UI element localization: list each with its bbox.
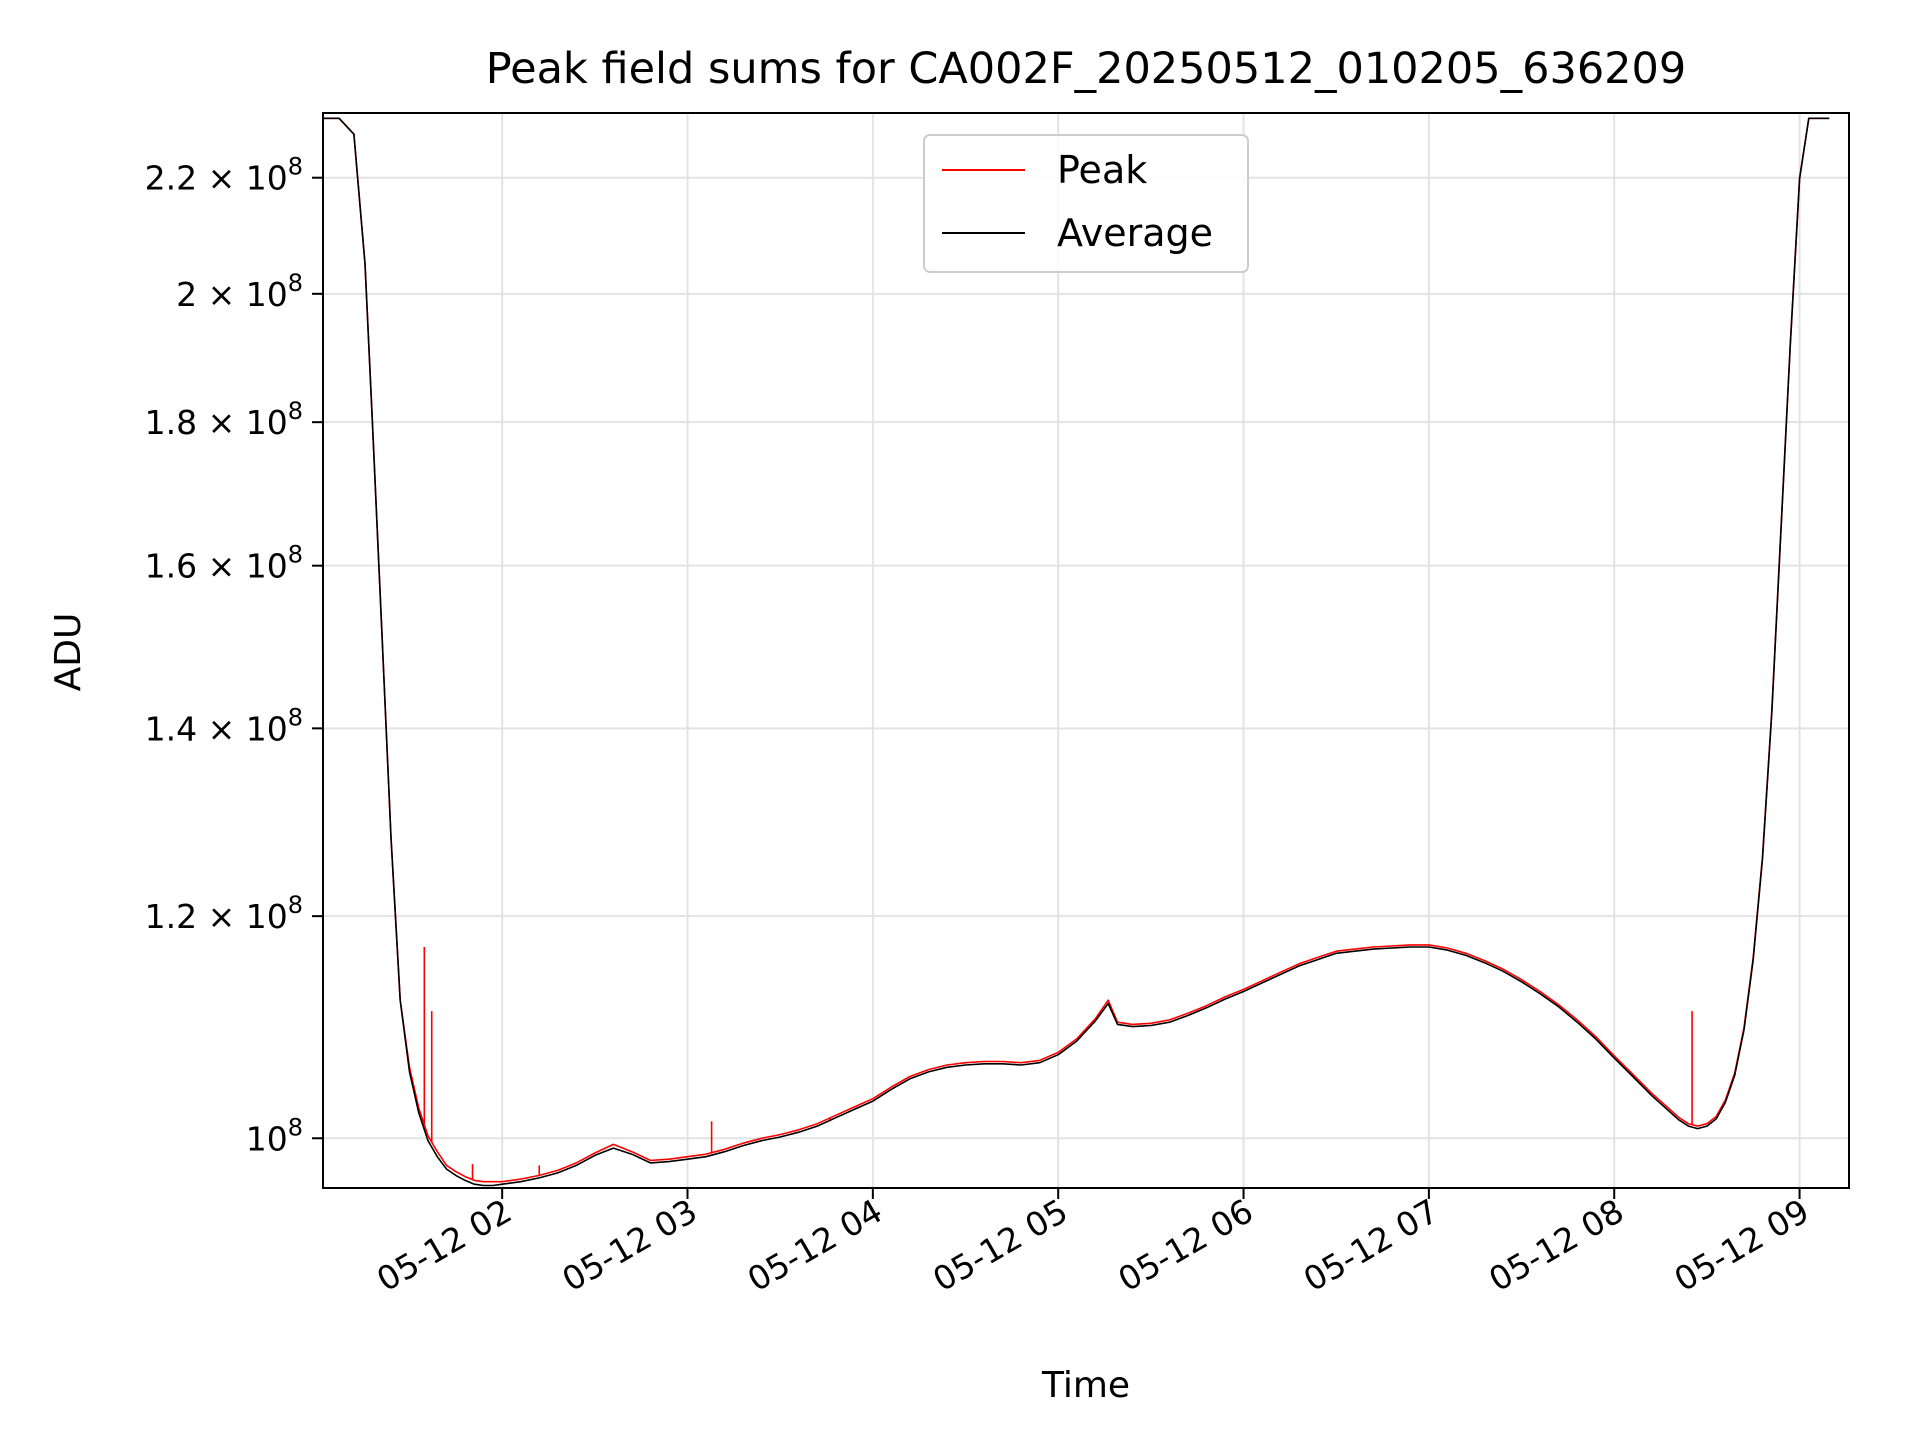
y-tick-label: 2.2 × 108 <box>145 153 303 198</box>
series-line-average <box>323 117 1830 1187</box>
x-axis-title: Time <box>1041 1365 1130 1406</box>
chart-title: Peak field sums for CA002F_20250512_0102… <box>486 44 1687 94</box>
y-tick-label: 1.8 × 108 <box>145 397 303 442</box>
plot-frame <box>322 112 1850 1189</box>
legend: Peak Average <box>923 134 1249 273</box>
series-lines <box>323 117 1830 1187</box>
y-axis: 108 1.2 × 108 1.4 × 108 1.6 × 108 1.8 × 108 2… <box>145 153 323 1158</box>
y-axis-title: ADU <box>48 613 89 692</box>
plot-area <box>323 117 1830 1187</box>
series-line-peak <box>323 117 1830 1183</box>
y-tick-label: 1.4 × 108 <box>145 703 303 748</box>
legend-average-label: Average <box>1057 211 1213 255</box>
y-tick-label: 1.6 × 108 <box>145 541 303 586</box>
y-tick-label: 2 × 108 <box>176 269 303 314</box>
legend-peak-label: Peak <box>1057 148 1147 192</box>
y-tick-label: 1.2 × 108 <box>145 891 303 936</box>
y-tick-label: 108 <box>246 1113 303 1158</box>
